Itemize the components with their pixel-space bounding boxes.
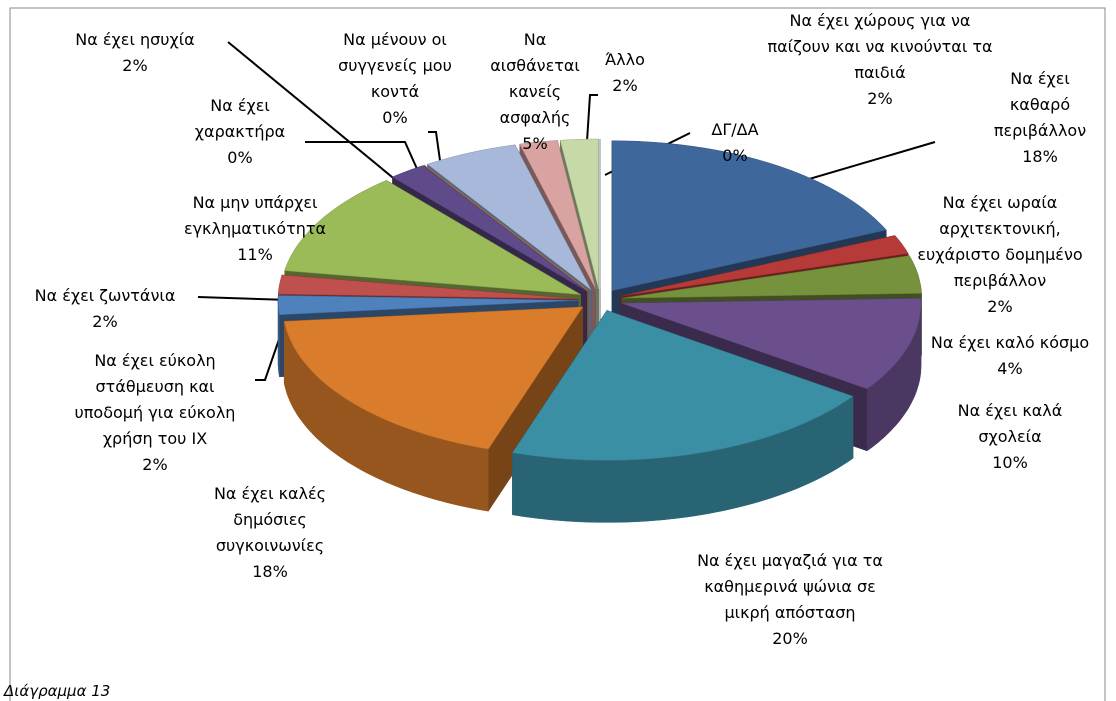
category-label: Να αισθάνεται κανείς ασφαλής	[490, 30, 580, 127]
value-label: 20%	[772, 629, 808, 648]
category-label: Να έχει χώρους για να παίζουν και να κιν…	[767, 11, 993, 82]
value-label: 2%	[612, 76, 638, 95]
slice	[277, 295, 579, 316]
value-label: 0%	[722, 146, 748, 165]
value-label: 2%	[987, 297, 1013, 316]
slice	[559, 138, 599, 290]
slice	[283, 306, 584, 450]
data-label: Να αισθάνεται κανείς ασφαλής 5%	[485, 27, 585, 157]
data-label: Να έχει εύκολη στάθμευση και υποδομή για…	[60, 348, 250, 478]
slice	[426, 144, 592, 291]
slice	[519, 140, 597, 290]
category-label: Να έχει καθαρό περιβάλλον	[993, 69, 1087, 140]
category-label: Να μένουν οι συγγενείς μου κοντά	[338, 30, 452, 101]
slice	[511, 310, 854, 461]
data-label: Να έχει καλό κόσμο 4%	[910, 330, 1110, 382]
value-label: 2%	[142, 455, 168, 474]
slice	[621, 255, 922, 299]
data-label: Να έχει καθαρό περιβάλλον 18%	[980, 66, 1100, 170]
slice	[424, 164, 589, 291]
category-label: Να έχει χαρακτήρα	[194, 96, 286, 141]
caption: Διάγραμμα 13	[4, 682, 111, 700]
value-label: 0%	[227, 148, 253, 167]
value-label: 10%	[992, 453, 1028, 472]
value-label: 18%	[252, 562, 288, 581]
data-label: Να μην υπάρχει εγκληματικότητα 11%	[150, 190, 360, 268]
value-label: 2%	[92, 312, 118, 331]
category-label: Να έχει καλά σχολεία	[957, 401, 1063, 446]
value-label: 11%	[237, 245, 273, 264]
data-label: Να έχει ησυχία 2%	[35, 27, 235, 79]
category-label: Να έχει ησυχία	[75, 30, 195, 49]
category-label: Να έχει καλές δημόσιες συγκοινωνίες	[213, 484, 327, 555]
category-label: Να έχει ζωντάνια	[34, 286, 176, 305]
leader-line	[227, 41, 421, 201]
slice	[611, 140, 887, 292]
data-label: ΔΓ/ΔΑ 0%	[685, 117, 785, 169]
slice	[278, 274, 579, 300]
category-label: Να έχει ωραία αρχιτεκτονική, ευχάριστο δ…	[917, 193, 1083, 290]
data-label: Να έχει ζωντάνια 2%	[5, 283, 205, 335]
category-label: Να έχει καλό κόσμο	[930, 333, 1090, 352]
slice	[621, 298, 922, 390]
data-label: Να έχει καλές δημόσιες συγκοινωνίες 18%	[195, 481, 345, 585]
value-label: 4%	[997, 359, 1023, 378]
category-label: Άλλο	[605, 50, 645, 69]
data-label: Να έχει καλά σχολεία 10%	[950, 398, 1070, 476]
data-label: Να έχει χώρους για να παίζουν και να κιν…	[765, 8, 995, 112]
leader-line	[197, 296, 291, 301]
data-label: Να έχει μαγαζιά για τα καθημερινά ψώνια …	[685, 548, 895, 652]
data-label: Άλλο 2%	[595, 47, 655, 99]
slice	[284, 180, 581, 295]
data-label: Να έχει ωραία αρχιτεκτονική, ευχάριστο δ…	[900, 190, 1100, 320]
value-label: 2%	[867, 89, 893, 108]
data-label: Να έχει χαρακτήρα 0%	[180, 93, 300, 171]
category-label: Να έχει εύκολη στάθμευση και υποδομή για…	[74, 351, 236, 448]
slice	[391, 165, 587, 292]
data-label: Να μένουν οι συγγενείς μου κοντά 0%	[325, 27, 465, 131]
slice	[620, 235, 909, 297]
category-label: Να έχει μαγαζιά για τα καθημερινά ψώνια …	[697, 551, 883, 622]
value-label: 5%	[522, 134, 548, 153]
value-label: 18%	[1022, 147, 1058, 166]
value-label: 0%	[382, 108, 408, 127]
category-label: Να μην υπάρχει εγκληματικότητα	[183, 193, 327, 238]
value-label: 2%	[122, 56, 148, 75]
category-label: ΔΓ/ΔΑ	[711, 120, 759, 139]
